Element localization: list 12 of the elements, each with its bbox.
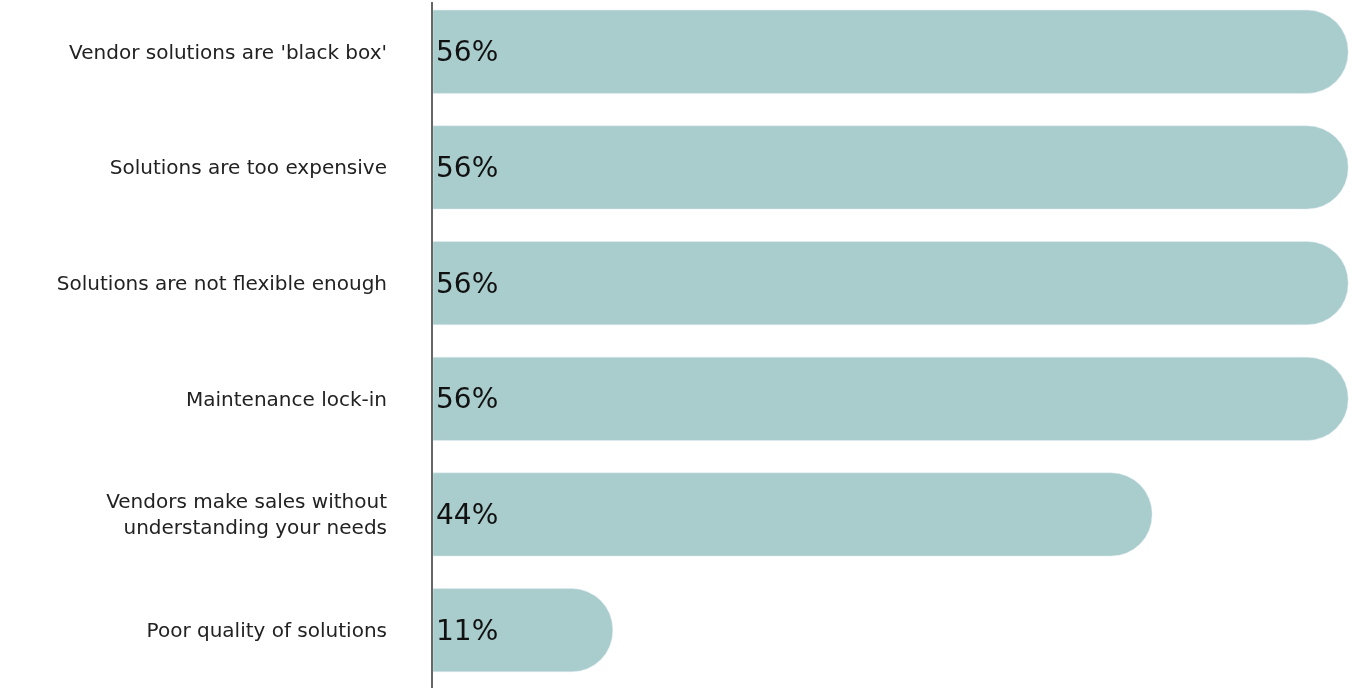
data-label: 44% — [436, 497, 499, 531]
y-tick-label: Solutions are too expensive — [109, 155, 387, 180]
y-tick-label: Solutions are not flexible enough — [56, 271, 387, 296]
data-label: 11% — [436, 613, 499, 647]
data-label: 56% — [436, 266, 499, 300]
data-label: 56% — [436, 35, 499, 69]
y-tick-label: Vendors make sales without understanding your needs — [106, 489, 388, 540]
y-tick-label: Vendor solutions are 'black box' — [69, 39, 387, 64]
data-label: 56% — [436, 150, 499, 184]
y-tick-label: Maintenance lock-in — [186, 386, 387, 411]
y-tick-label: Poor quality of solutions — [146, 618, 387, 643]
data-label: 56% — [436, 382, 499, 416]
